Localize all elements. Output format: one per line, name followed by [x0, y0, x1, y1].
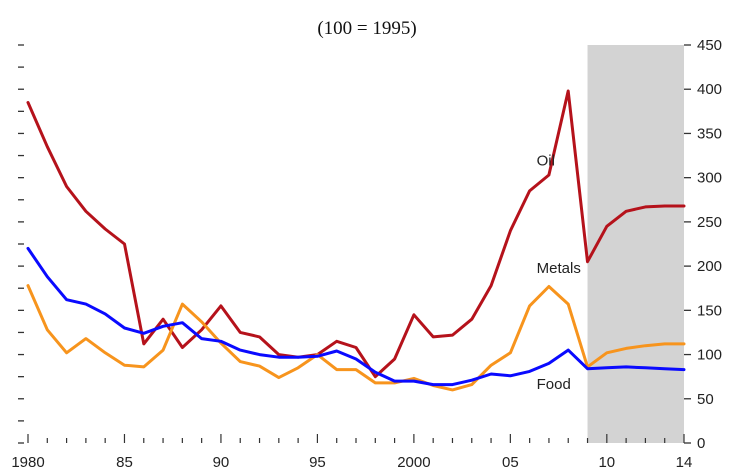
x-tick-label: 2000 [397, 454, 430, 471]
y-tick-label: 150 [697, 302, 722, 319]
x-tick-label: 14 [676, 454, 693, 471]
x-tick-label: 1980 [11, 454, 44, 471]
y-tick-label: 250 [697, 214, 722, 231]
x-tick-label: 85 [116, 454, 133, 471]
series-label-food: Food [537, 376, 571, 393]
series-line-food [26, 246, 686, 387]
y-tick-label: 50 [697, 391, 714, 408]
series-label-metals: Metals [537, 260, 581, 277]
forecast-shaded-region [587, 45, 684, 443]
y-tick-label: 400 [697, 81, 722, 98]
chart-title: (100 = 1995) [317, 18, 416, 39]
series-line-oil [26, 89, 686, 379]
y-tick-label: 100 [697, 347, 722, 364]
y-tick-label: 0 [697, 435, 705, 452]
x-tick-label: 95 [309, 454, 326, 471]
x-tick-label: 90 [213, 454, 230, 471]
y-tick-label: 200 [697, 258, 722, 275]
x-axis-tick-labels: 1980 85 90 95 2000 05 10 14 [11, 454, 692, 471]
x-tick-label: 05 [502, 454, 519, 471]
y-tick-label: 350 [697, 125, 722, 142]
series-labels: Oil Metals Food [537, 152, 581, 393]
y-tick-label: 300 [697, 170, 722, 187]
series-label-oil: Oil [537, 152, 555, 169]
series-line-metals [26, 284, 686, 392]
y-axis-tick-labels: 0 50 100 150 200 250 300 350 400 450 [697, 37, 722, 452]
axis-ticks [18, 44, 691, 444]
y-tick-label: 450 [697, 37, 722, 54]
series-lines [26, 89, 686, 392]
x-tick-label: 10 [598, 454, 615, 471]
